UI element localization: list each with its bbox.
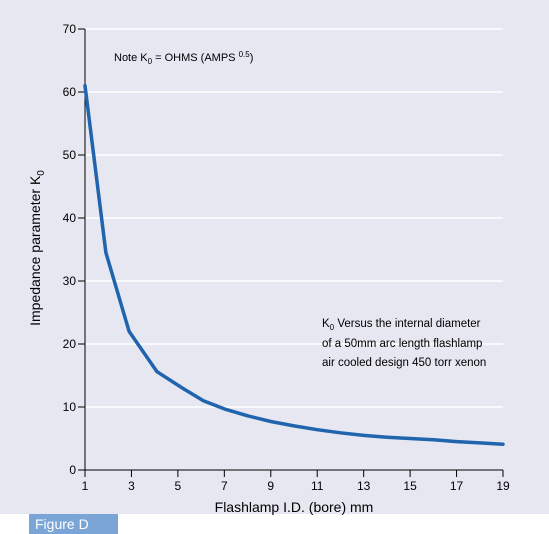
y-tick-label: 40	[63, 211, 77, 225]
units-note-middle: = OHMS (AMPS	[152, 52, 239, 64]
y-axis-label-main: Impedance parameter K	[27, 175, 43, 326]
y-axis-label: Impedance parameter K0	[27, 170, 47, 326]
x-axis-label: Flashlamp I.D. (bore) mm	[215, 499, 374, 515]
annotation-line-2: of a 50mm arc length flashlamp	[322, 338, 482, 350]
x-tick-label: 1	[82, 479, 89, 493]
units-note: Note K0 = OHMS (AMPS 0.5)	[114, 50, 253, 66]
figure-label: Figure D	[29, 514, 118, 534]
annotation-line-1-rest: Versus the internal diameter	[334, 318, 481, 330]
x-tick-label: 15	[403, 479, 417, 493]
units-note-prefix: Note K	[114, 52, 148, 64]
annotation-k: K	[322, 318, 330, 330]
y-tick-label: 70	[63, 22, 77, 36]
units-note-superscript: 0.5	[239, 50, 251, 59]
y-tick-label: 60	[63, 85, 77, 99]
x-tick-label: 9	[267, 479, 274, 493]
series-line-0	[83, 83, 505, 446]
y-tick-label: 50	[63, 148, 77, 162]
x-tick-label: 17	[450, 479, 464, 493]
series-layer	[83, 83, 505, 446]
y-tick-label: 20	[63, 337, 77, 351]
x-tick-label: 7	[221, 479, 228, 493]
y-axis-label-subscript: 0	[36, 170, 47, 176]
annotation-line-3: air cooled design 450 torr xenon	[322, 357, 486, 369]
units-note-suffix: )	[250, 52, 254, 64]
units-note-subscript: 0	[148, 57, 153, 66]
y-tick-label: 0	[69, 463, 76, 477]
x-tick-label: 3	[128, 479, 135, 493]
y-tick-label: 10	[63, 400, 77, 414]
gridlines	[85, 28, 503, 408]
plot-background	[0, 0, 549, 514]
x-tick-label: 19	[496, 479, 510, 493]
x-tick-label: 11	[311, 479, 324, 493]
x-tick-label: 5	[175, 479, 182, 493]
x-tick-label: 13	[357, 479, 371, 493]
annotation-line-1: K0 Versus the internal diameter	[322, 318, 481, 332]
y-tick-label: 30	[63, 274, 77, 288]
annotation-k-subscript: 0	[330, 323, 335, 332]
